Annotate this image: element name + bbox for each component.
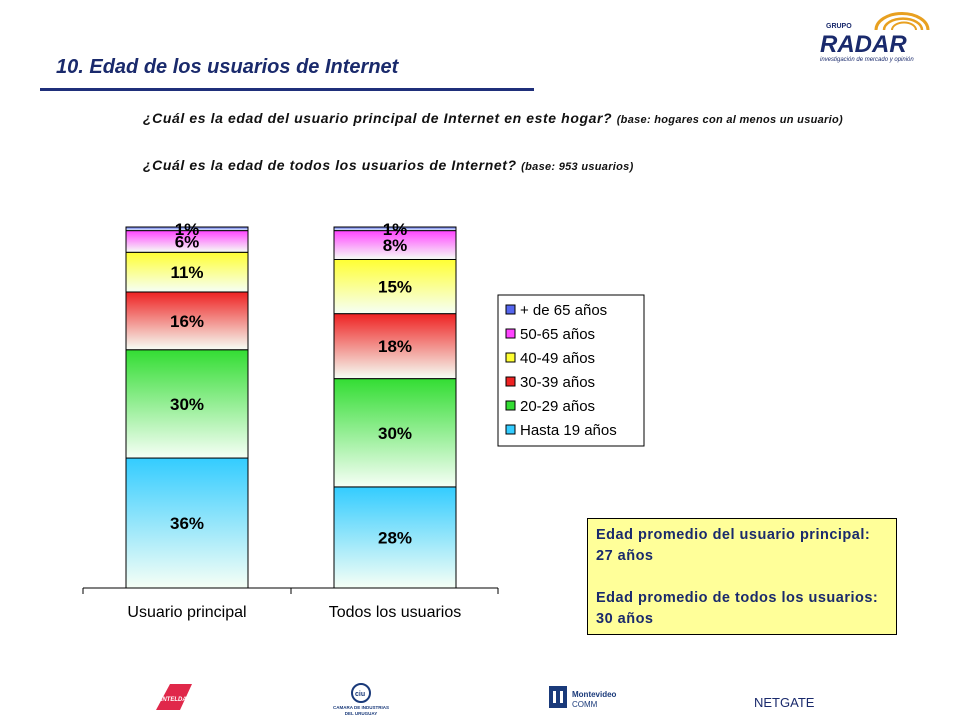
- radar-logo: GRUPO RADAR investigación de mercado y o…: [820, 11, 930, 63]
- legend-label-hasta-19-a-os: Hasta 19 años: [520, 422, 617, 439]
- bar-segment-20-29-a-os-0: [125, 349, 249, 459]
- page-title: 10. Edad de los usuarios de Internet: [56, 56, 399, 78]
- legend-label-de-65-a-os: + de 65 años: [520, 302, 607, 319]
- title-underline: [40, 88, 534, 91]
- legend-label-20-29-a-os: 20-29 años: [520, 398, 595, 415]
- data-label-de-65-a-os-0: 1%: [175, 220, 200, 239]
- netgate-logo-text: NETGATE: [754, 695, 815, 710]
- question-main-user-base: (base: hogares con al menos un usuario): [616, 114, 843, 126]
- question-all-users-base: (base: 953 usuarios): [521, 161, 634, 173]
- bar-segment-hasta-19-a-os-0: [125, 457, 249, 589]
- legend-label-40-49-a-os: 40-49 años: [520, 350, 595, 367]
- montevideo-logo-line1: Montevideo: [572, 690, 617, 699]
- x-tick-label-1: Todos los usuarios: [329, 604, 462, 621]
- average-age-main-user: Edad promedio del usuario principal: 27 …: [596, 527, 871, 564]
- data-label-30-39-a-os-0: 16%: [170, 312, 204, 331]
- data-label-20-29-a-os-1: 30%: [378, 424, 412, 443]
- legend-box: [497, 294, 645, 447]
- netgate-logo: NETGATE: [754, 695, 815, 710]
- bar-segment-de-65-a-os-0: [125, 226, 249, 232]
- ciu-logo-mark: ciu: [355, 691, 365, 698]
- data-label-hasta-19-a-os-1: 28%: [378, 528, 412, 547]
- bar-segment-hasta-19-a-os-1: [333, 486, 457, 589]
- data-label-40-49-a-os-1: 15%: [378, 278, 412, 297]
- bar-segment-20-29-a-os-1: [333, 378, 457, 488]
- legend-swatch-de-65-a-os: [505, 304, 516, 315]
- question-all-users: ¿Cuál es la edad de todos los usuarios d…: [143, 157, 888, 173]
- anteldata-logo-text: ANTELDATA: [157, 697, 194, 703]
- average-age-all-users: Edad promedio de todos los usuarios: 30 …: [596, 590, 879, 627]
- legend-label-50-65-a-os: 50-65 años: [520, 326, 595, 343]
- ciu-logo: ciu CAMARA DE INDUSTRIAS DEL URUGUAY: [333, 683, 389, 716]
- x-tick-label-0: Usuario principal: [127, 604, 246, 621]
- data-label-40-49-a-os-0: 11%: [170, 263, 203, 282]
- data-label-50-65-a-os-0: 6%: [175, 232, 200, 251]
- bar-segment-30-39-a-os-1: [333, 313, 457, 380]
- question-main-user-text: ¿Cuál es la edad del usuario principal d…: [143, 110, 613, 126]
- legend-swatch-40-49-a-os: [505, 352, 516, 363]
- data-label-30-39-a-os-1: 18%: [378, 337, 412, 356]
- radar-logo-group: GRUPO: [826, 23, 852, 30]
- ciu-logo-line2: DEL URUGUAY: [345, 711, 378, 716]
- bar-segment-40-49-a-os-0: [125, 251, 249, 293]
- data-label-de-65-a-os-1: 1%: [383, 220, 408, 239]
- montevideo-comm-logo: Montevideo COMM: [549, 686, 617, 709]
- data-label-20-29-a-os-0: 30%: [170, 395, 204, 414]
- radar-logo-tagline: investigación de mercado y opinión: [820, 57, 914, 63]
- anteldata-logo: ANTELDATA: [156, 684, 194, 710]
- legend-swatch-20-29-a-os: [505, 400, 516, 411]
- ciu-logo-line1: CAMARA DE INDUSTRIAS: [333, 705, 389, 710]
- montevideo-logo-line2: COMM: [572, 700, 598, 709]
- question-main-user: ¿Cuál es la edad del usuario principal d…: [143, 109, 888, 130]
- legend-swatch-hasta-19-a-os: [505, 424, 516, 435]
- legend-label-30-39-a-os: 30-39 años: [520, 374, 595, 391]
- data-label-50-65-a-os-1: 8%: [383, 236, 408, 255]
- legend-swatch-30-39-a-os: [505, 376, 516, 387]
- data-label-hasta-19-a-os-0: 36%: [170, 514, 204, 533]
- average-age-box: Edad promedio del usuario principal: 27 …: [587, 518, 897, 635]
- radar-logo-name: RADAR: [820, 31, 907, 58]
- bar-segment-de-65-a-os-1: [333, 226, 457, 232]
- bar-segment-30-39-a-os-0: [125, 291, 249, 351]
- legend-swatch-50-65-a-os: [505, 328, 516, 339]
- question-all-users-text: ¿Cuál es la edad de todos los usuarios d…: [143, 157, 517, 173]
- bar-segment-40-49-a-os-1: [333, 258, 457, 315]
